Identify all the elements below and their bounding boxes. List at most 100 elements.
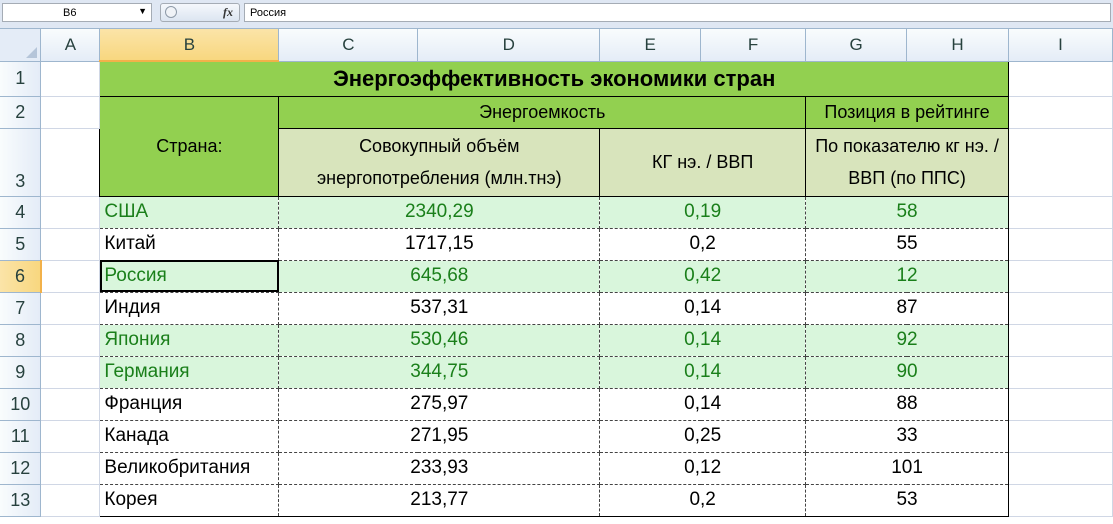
name-box[interactable]: B6 ▼: [2, 3, 152, 22]
kg-gdp-header[interactable]: КГ нэ. / ВВП: [599, 127, 807, 197]
cell-i6[interactable]: [1008, 260, 1113, 293]
total-consumption-header[interactable]: Совокупный объём энергопотребления (млн.…: [278, 127, 601, 197]
country-cell[interactable]: Великобритания: [99, 452, 280, 485]
row-header-11[interactable]: 11: [0, 420, 42, 453]
column-header-g[interactable]: G: [805, 29, 908, 62]
row-header-10[interactable]: 10: [0, 388, 42, 421]
rank-cell[interactable]: 55: [805, 228, 1010, 261]
consumption-cell[interactable]: 275,97: [278, 388, 601, 421]
consumption-cell[interactable]: 1717,15: [278, 228, 601, 261]
formula-input[interactable]: Россия: [244, 3, 1111, 22]
rank-cell[interactable]: 58: [805, 196, 1010, 229]
cell-i7[interactable]: [1008, 292, 1113, 325]
row-header-8[interactable]: 8: [0, 324, 42, 357]
kg-gdp-cell[interactable]: 0,14: [599, 324, 807, 357]
row-header-1[interactable]: 1: [0, 61, 42, 97]
row-header-7[interactable]: 7: [0, 292, 42, 325]
rank-cell[interactable]: 101: [805, 452, 1010, 485]
row-header-5[interactable]: 5: [0, 228, 42, 261]
cell-i13[interactable]: [1008, 484, 1113, 517]
consumption-cell[interactable]: 2340,29: [278, 196, 601, 229]
rank-cell[interactable]: 90: [805, 356, 1010, 389]
column-header-e[interactable]: E: [599, 29, 702, 62]
country-cell[interactable]: США: [99, 196, 280, 229]
cell-a12[interactable]: [40, 452, 101, 485]
cell-a1[interactable]: [40, 61, 101, 97]
consumption-cell[interactable]: 344,75: [278, 356, 601, 389]
select-all-corner[interactable]: [0, 29, 42, 62]
kg-gdp-cell[interactable]: 0,19: [599, 196, 807, 229]
row-header-12[interactable]: 12: [0, 452, 42, 485]
column-header-b[interactable]: B: [99, 29, 280, 62]
rank-cell[interactable]: 12: [805, 260, 1010, 293]
row-header-13[interactable]: 13: [0, 484, 42, 517]
kg-gdp-cell[interactable]: 0,12: [599, 452, 807, 485]
consumption-cell[interactable]: 645,68: [278, 260, 601, 293]
cell-i1[interactable]: [1008, 61, 1113, 97]
consumption-cell[interactable]: 537,31: [278, 292, 601, 325]
insert-function-icon[interactable]: fx: [223, 5, 233, 19]
chevron-down-icon[interactable]: ▼: [138, 6, 147, 16]
cell-i4[interactable]: [1008, 196, 1113, 229]
country-cell-selected[interactable]: Россия: [99, 260, 280, 293]
consumption-cell[interactable]: 233,93: [278, 452, 601, 485]
country-cell[interactable]: Канада: [99, 420, 280, 453]
cell-i10[interactable]: [1008, 388, 1113, 421]
cancel-circle-icon[interactable]: [165, 6, 177, 18]
rank-cell[interactable]: 33: [805, 420, 1010, 453]
country-header[interactable]: Страна:: [99, 95, 280, 197]
country-cell[interactable]: Китай: [99, 228, 280, 261]
cell-a6[interactable]: [40, 260, 101, 293]
kg-gdp-cell[interactable]: 0,14: [599, 292, 807, 325]
row-header-6[interactable]: 6: [0, 260, 42, 293]
cell-a2[interactable]: [40, 96, 101, 129]
cell-a13[interactable]: [40, 484, 101, 517]
column-header-a[interactable]: A: [40, 29, 101, 62]
cell-a8[interactable]: [40, 324, 101, 357]
cell-i5[interactable]: [1008, 228, 1113, 261]
column-header-c[interactable]: C: [278, 29, 419, 62]
cell-a11[interactable]: [40, 420, 101, 453]
cell-a3[interactable]: [40, 128, 101, 197]
country-cell[interactable]: Индия: [99, 292, 280, 325]
row-header-4[interactable]: 4: [0, 196, 42, 229]
consumption-cell[interactable]: 213,77: [278, 484, 601, 517]
indicator-header[interactable]: По показателю кг нэ. / ВВП (по ППС): [805, 127, 1010, 197]
row-header-9[interactable]: 9: [0, 356, 42, 389]
column-header-i[interactable]: I: [1008, 29, 1113, 62]
cell-i11[interactable]: [1008, 420, 1113, 453]
kg-gdp-cell[interactable]: 0,25: [599, 420, 807, 453]
ranking-header[interactable]: Позиция в рейтинге: [805, 95, 1010, 129]
column-header-f[interactable]: F: [700, 29, 807, 62]
column-header-h[interactable]: H: [906, 29, 1010, 62]
kg-gdp-cell[interactable]: 0,2: [599, 484, 807, 517]
country-cell[interactable]: Франция: [99, 388, 280, 421]
country-cell[interactable]: Япония: [99, 324, 280, 357]
energy-intensity-header[interactable]: Энергоемкость: [278, 95, 807, 129]
kg-gdp-cell[interactable]: 0,14: [599, 388, 807, 421]
cell-i9[interactable]: [1008, 356, 1113, 389]
country-cell[interactable]: Корея: [99, 484, 280, 517]
column-header-d[interactable]: D: [417, 29, 601, 62]
cell-i12[interactable]: [1008, 452, 1113, 485]
cell-i3[interactable]: [1008, 128, 1113, 197]
row-header-2[interactable]: 2: [0, 96, 42, 129]
kg-gdp-cell[interactable]: 0,42: [599, 260, 807, 293]
cell-a4[interactable]: [40, 196, 101, 229]
cell-a9[interactable]: [40, 356, 101, 389]
country-cell[interactable]: Германия: [99, 356, 280, 389]
cell-a10[interactable]: [40, 388, 101, 421]
cell-i2[interactable]: [1008, 96, 1113, 129]
kg-gdp-cell[interactable]: 0,14: [599, 356, 807, 389]
rank-cell[interactable]: 88: [805, 388, 1010, 421]
row-header-3[interactable]: 3: [0, 128, 42, 197]
cell-a5[interactable]: [40, 228, 101, 261]
kg-gdp-cell[interactable]: 0,2: [599, 228, 807, 261]
cell-i8[interactable]: [1008, 324, 1113, 357]
consumption-cell[interactable]: 530,46: [278, 324, 601, 357]
consumption-cell[interactable]: 271,95: [278, 420, 601, 453]
cell-a7[interactable]: [40, 292, 101, 325]
rank-cell[interactable]: 92: [805, 324, 1010, 357]
rank-cell[interactable]: 53: [805, 484, 1010, 517]
rank-cell[interactable]: 87: [805, 292, 1010, 325]
